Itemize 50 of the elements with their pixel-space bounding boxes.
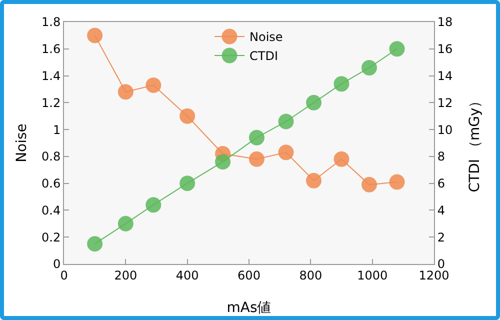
point <box>334 76 350 92</box>
point <box>180 176 196 192</box>
point <box>146 197 162 213</box>
point <box>146 77 162 93</box>
y-tick-label: 0 <box>52 257 61 272</box>
point <box>248 151 264 167</box>
y-tick-label: 0.6 <box>42 176 61 191</box>
point <box>278 114 294 130</box>
point <box>389 174 405 190</box>
point <box>180 108 196 124</box>
x-tick-label: 800 <box>299 268 322 282</box>
y2-axis-title: CTDI （mGy） <box>467 94 483 192</box>
y2-tick-label: 12 <box>437 96 453 110</box>
point <box>362 176 377 192</box>
point <box>362 60 377 76</box>
y-tick-label: 0.8 <box>42 150 61 164</box>
point <box>118 84 134 100</box>
point <box>87 236 103 252</box>
y2-tick-label: 8 <box>437 150 446 164</box>
y2-tick-label: 6 <box>437 176 446 191</box>
y-tick-label: 1 <box>52 122 61 137</box>
point <box>118 216 134 232</box>
x-tick-label: 600 <box>238 268 260 282</box>
y2-tick-label: 2 <box>437 230 446 244</box>
point <box>87 28 103 44</box>
y2-tick-label: 14 <box>437 68 453 83</box>
y-tick-label: 0.4 <box>42 203 61 218</box>
y-tick-label: 1.6 <box>42 42 61 56</box>
y2-tick-label: 16 <box>437 42 453 56</box>
point <box>248 130 264 146</box>
point <box>334 151 350 167</box>
y-tick-label: 1.4 <box>42 68 61 83</box>
y2-tick-label: 4 <box>437 203 446 218</box>
legend-label: CTDI <box>250 49 278 64</box>
x-tick-label: 200 <box>114 268 138 282</box>
point <box>278 144 294 160</box>
point <box>306 94 322 110</box>
y-tick-label: 1.2 <box>42 96 61 110</box>
y-axis-title: Noise <box>14 124 30 162</box>
y-tick-label: 0.2 <box>42 230 61 244</box>
y2-tick-label: 10 <box>437 122 453 137</box>
legend-label: Noise <box>250 30 283 44</box>
point <box>389 41 405 57</box>
x-tick-label: 1000 <box>357 268 388 282</box>
point <box>306 172 322 188</box>
x-axis-title: mAs値 <box>226 300 272 316</box>
y-tick-label: 1.8 <box>42 15 61 30</box>
x-tick-label: 400 <box>176 268 199 282</box>
y2-tick-label: 18 <box>437 15 453 30</box>
point <box>215 154 231 170</box>
